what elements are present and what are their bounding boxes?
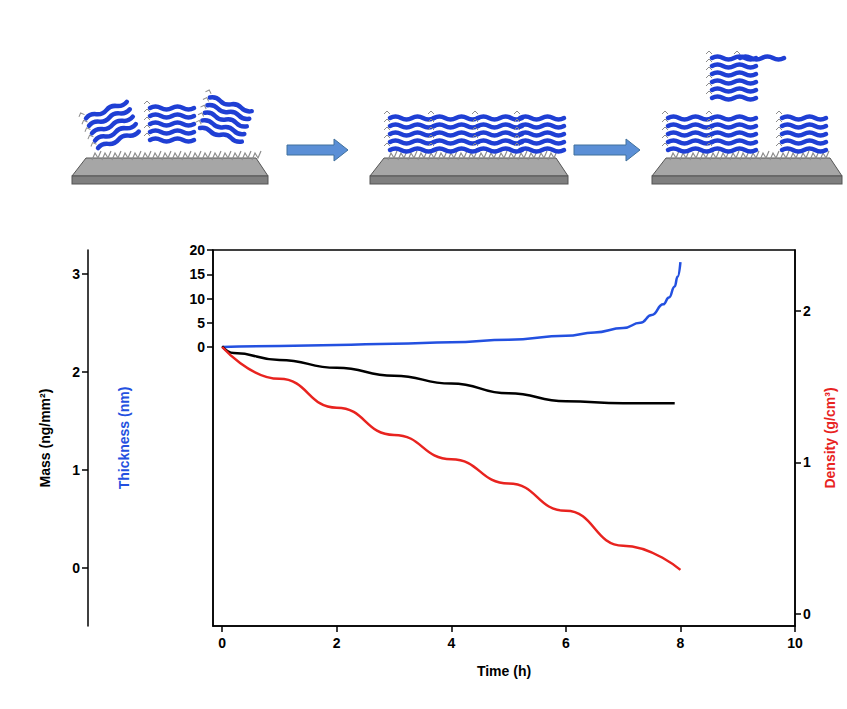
svg-text:Thickness (nm): Thickness (nm) <box>116 387 132 490</box>
svg-text:4: 4 <box>447 635 455 651</box>
svg-text:2: 2 <box>803 303 811 319</box>
svg-text:6: 6 <box>562 635 570 651</box>
svg-text:8: 8 <box>677 635 685 651</box>
svg-text:0: 0 <box>218 635 226 651</box>
svg-text:15: 15 <box>189 266 205 282</box>
svg-text:2: 2 <box>333 635 341 651</box>
svg-text:20: 20 <box>189 242 205 258</box>
svg-text:0: 0 <box>803 606 811 622</box>
svg-text:5: 5 <box>197 315 205 331</box>
svg-text:10: 10 <box>189 291 205 307</box>
svg-text:2: 2 <box>72 364 80 380</box>
svg-text:Time (h): Time (h) <box>477 663 531 679</box>
svg-text:1: 1 <box>72 462 80 478</box>
svg-text:Mass (ng/mm²): Mass (ng/mm²) <box>37 389 53 488</box>
svg-text:1: 1 <box>803 454 811 470</box>
svg-text:0: 0 <box>72 560 80 576</box>
svg-text:Density (g/cm³): Density (g/cm³) <box>822 387 838 488</box>
svg-text:10: 10 <box>787 635 803 651</box>
svg-text:3: 3 <box>72 266 80 282</box>
svg-text:0: 0 <box>197 339 205 355</box>
